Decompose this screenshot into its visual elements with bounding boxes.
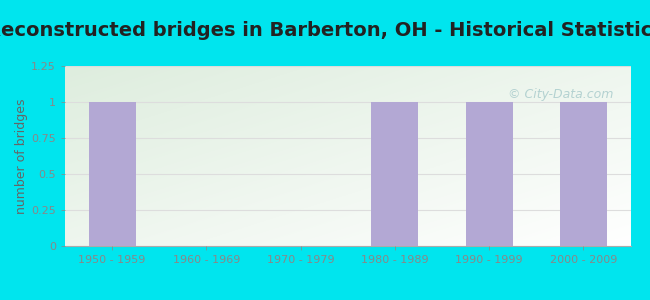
- Bar: [465, 102, 513, 246]
- Y-axis label: number of bridges: number of bridges: [16, 98, 29, 214]
- Bar: [88, 102, 136, 246]
- Text: © City-Data.com: © City-Data.com: [508, 88, 614, 100]
- Bar: [371, 102, 419, 246]
- Bar: [560, 102, 607, 246]
- Text: Reconstructed bridges in Barberton, OH - Historical Statistics: Reconstructed bridges in Barberton, OH -…: [0, 21, 650, 40]
